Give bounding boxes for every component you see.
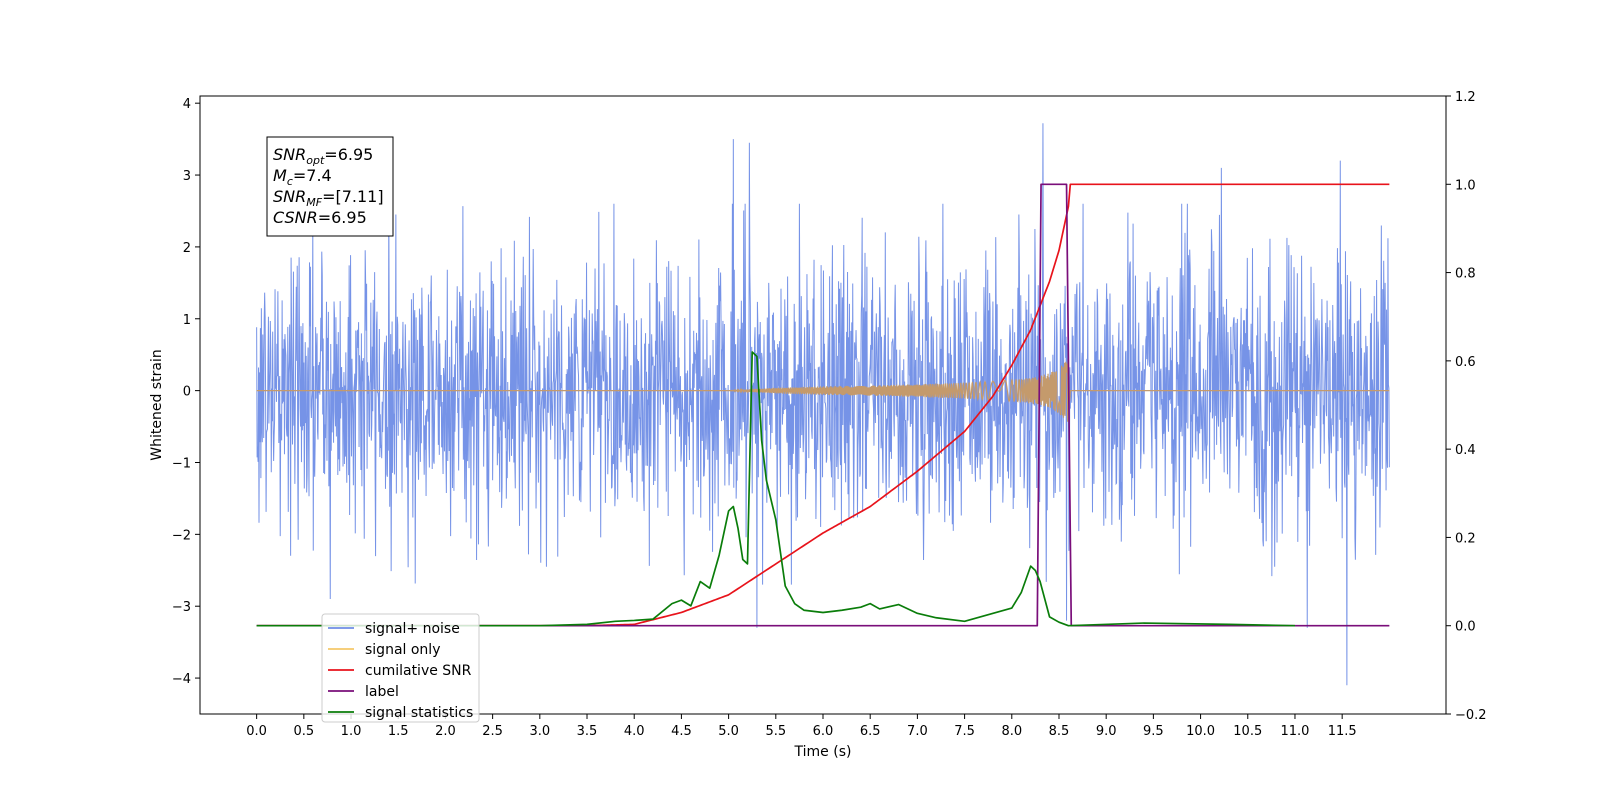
annotation-frame xyxy=(266,136,394,237)
x-tick-label: 9.5 xyxy=(1143,724,1164,739)
series-signal-statistics xyxy=(256,351,1295,627)
y-tick-label: 0 xyxy=(183,385,191,400)
x-tick-label: 1.5 xyxy=(388,724,409,739)
y-axis-left: −4 −3 −2 −1 0 1 2 3 4 xyxy=(172,97,200,687)
x-tick-label: 6.0 xyxy=(813,724,834,739)
x-tick-label: 10.5 xyxy=(1233,724,1262,739)
y-tick-label: 3 xyxy=(183,169,191,184)
x-tick-label: 11.5 xyxy=(1328,724,1357,739)
series-label xyxy=(256,183,1390,627)
y2-tick-label: 0.8 xyxy=(1455,267,1476,282)
y2-tick-label: 1.2 xyxy=(1455,90,1476,105)
x-axis-label: Time (s) xyxy=(794,744,852,760)
x-tick-label: 1.0 xyxy=(341,724,362,739)
y2-tick-label: 0.4 xyxy=(1455,443,1476,458)
x-tick-label: 7.5 xyxy=(954,724,975,739)
y-tick-label: −1 xyxy=(172,456,191,471)
x-tick-label: 3.0 xyxy=(529,724,550,739)
x-tick-label: 4.0 xyxy=(624,724,645,739)
x-tick-label: 5.5 xyxy=(765,724,786,739)
x-tick-label: 8.0 xyxy=(1001,724,1022,739)
x-tick-label: 0.0 xyxy=(246,724,267,739)
series-signal-noise xyxy=(256,123,1390,686)
annotation-line: SNRMF=[7.11] xyxy=(273,187,384,209)
legend-frame xyxy=(321,613,480,723)
x-tick-label: 2.0 xyxy=(435,724,456,739)
x-tick-label: 2.5 xyxy=(482,724,503,739)
series-signal-only xyxy=(256,358,1390,422)
legend-label: label xyxy=(365,684,399,700)
y-tick-label: 1 xyxy=(183,313,191,328)
legend-label: signal only xyxy=(365,642,440,658)
x-tick-label: 9.0 xyxy=(1096,724,1117,739)
legend-label: signal statistics xyxy=(365,705,473,721)
legend-label: cumilative SNR xyxy=(365,663,472,679)
x-tick-label: 7.0 xyxy=(907,724,928,739)
y2-tick-label: 0.6 xyxy=(1455,355,1476,370)
y-tick-label: −4 xyxy=(172,672,191,687)
y-tick-label: −3 xyxy=(172,600,191,615)
x-tick-label: 10.0 xyxy=(1186,724,1215,739)
x-tick-label: 4.5 xyxy=(671,724,692,739)
y-tick-label: −2 xyxy=(172,528,191,543)
annotation-line: SNRopt=6.95 xyxy=(273,145,373,167)
y2-tick-label: −0.2 xyxy=(1455,708,1487,723)
x-tick-label: 8.5 xyxy=(1049,724,1070,739)
x-tick-label: 3.5 xyxy=(577,724,598,739)
y2-tick-label: 0.2 xyxy=(1455,531,1476,546)
annotation-line: Mc=7.4 xyxy=(273,166,332,188)
legend: signal+ noise signal only cumilative SNR la… xyxy=(321,613,480,723)
y-axis-label: Whitened strain xyxy=(149,349,165,460)
y-tick-label: 4 xyxy=(183,97,191,112)
series-layer xyxy=(256,123,1390,686)
x-tick-label: 5.0 xyxy=(718,724,739,739)
x-tick-label: 6.5 xyxy=(860,724,881,739)
annotation-line: CSNR=6.95 xyxy=(273,208,367,227)
y2-tick-label: 1.0 xyxy=(1455,178,1476,193)
legend-label: signal+ noise xyxy=(365,621,460,637)
y-axis-right: −0.2 0.0 0.2 0.4 0.6 0.8 1.0 1.2 xyxy=(1446,90,1487,723)
x-tick-label: 0.5 xyxy=(293,724,314,739)
y-tick-label: 2 xyxy=(183,241,191,256)
x-axis: 0.0 0.5 1.0 1.5 2.0 2.5 3.0 3.5 4.0 4.5 5.0 5.5 6.0 6… xyxy=(246,714,1357,739)
x-tick-label: 11.0 xyxy=(1280,724,1309,739)
y2-tick-label: 0.0 xyxy=(1455,620,1476,635)
